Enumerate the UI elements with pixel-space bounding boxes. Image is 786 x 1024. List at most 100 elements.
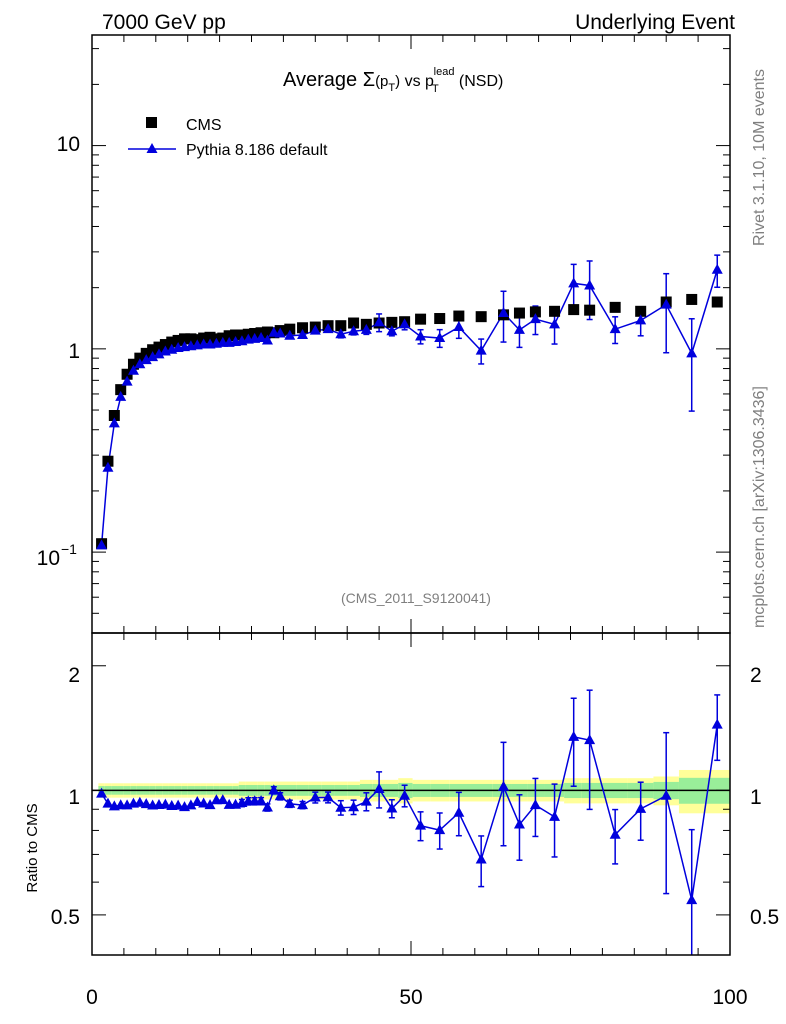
- cms-point: [686, 293, 698, 305]
- pythia-point: [121, 375, 133, 386]
- pythia-point: [134, 358, 146, 369]
- cms-point: [147, 344, 159, 356]
- legend-label-pythia: Pythia 8.186 default: [186, 142, 328, 159]
- ratio-point: [159, 798, 171, 809]
- cms-point: [635, 305, 647, 317]
- pythia-point: [609, 323, 621, 334]
- ratio-point: [386, 802, 398, 813]
- ratio-point: [268, 784, 280, 795]
- pythia-point: [147, 351, 159, 362]
- pythia-point: [108, 417, 120, 428]
- pythia-point: [102, 461, 114, 472]
- cms-point: [172, 334, 184, 346]
- ratio-point: [434, 824, 446, 835]
- title-sigma: Σ: [363, 69, 375, 91]
- ratio-point: [711, 718, 723, 729]
- side-label-bottom: mcplots.cern.ch [arXiv:1306.3436]: [751, 386, 768, 628]
- ratio-point: [529, 799, 541, 810]
- title-pre: Average: [283, 69, 363, 91]
- cms-point: [453, 310, 465, 322]
- pythia-point: [297, 328, 309, 339]
- cms-point: [121, 368, 133, 380]
- cms-point: [475, 311, 487, 323]
- cms-point: [549, 305, 561, 317]
- pythia-line: [100, 269, 718, 546]
- pythia-point: [513, 323, 525, 334]
- header-left: 7000 GeV pp: [102, 11, 226, 34]
- ratio-point: [102, 797, 114, 808]
- main-series-layer: [96, 254, 723, 550]
- pythia-point: [153, 348, 165, 359]
- chart-title: Average Σ(pT) vs pTlead (NSD): [283, 66, 503, 95]
- title-sup-lead: lead: [434, 66, 455, 78]
- ratio-point: [172, 799, 184, 810]
- cms-point: [261, 326, 273, 338]
- ratio-point: [373, 782, 385, 793]
- ratio-point: [415, 819, 427, 830]
- header-right: Underlying Event: [575, 11, 735, 34]
- xtick-label-0: 0: [86, 986, 98, 1009]
- cms-point: [140, 347, 152, 359]
- ratio-point: [335, 801, 347, 812]
- pythia-point: [309, 324, 321, 335]
- cms-point: [513, 307, 525, 319]
- ratio-ytick-2-right: 2: [750, 664, 762, 687]
- ytick-label-0.1: 10: [37, 547, 60, 570]
- pythia-point: [255, 332, 267, 343]
- cms-point: [115, 384, 127, 396]
- axes-layer: [91, 34, 731, 956]
- pythia-point: [399, 318, 411, 329]
- cms-point: [179, 333, 191, 345]
- cms-point: [711, 296, 723, 308]
- pythia-point: [475, 344, 487, 355]
- cms-point: [584, 304, 596, 316]
- pythia-point: [322, 323, 334, 334]
- ratio-point: [191, 796, 203, 807]
- pythia-point: [115, 390, 127, 401]
- side-label-top: Rivet 3.1.10, 10M events: [751, 69, 768, 246]
- cms-point: [159, 339, 171, 351]
- ytick-label-10: 10: [57, 133, 80, 156]
- pythia-point: [274, 327, 286, 338]
- title-nsd: (NSD): [454, 73, 503, 90]
- ratio-point: [274, 790, 286, 801]
- pythia-point: [140, 354, 152, 365]
- pythia-point: [360, 323, 372, 334]
- xtick-label-50: 50: [399, 986, 422, 1009]
- ratio-ytick-1-right: 1: [750, 786, 762, 809]
- ratio-ytick-0.5-left: 0.5: [51, 906, 80, 929]
- ratio-point: [453, 806, 465, 817]
- title-vs: vs: [400, 73, 425, 90]
- cms-point: [568, 304, 580, 316]
- ratio-point: [185, 799, 197, 810]
- pythia-point: [335, 328, 347, 339]
- xtick-label-100: 100: [712, 986, 747, 1009]
- ratio-point: [513, 818, 525, 829]
- ratio-point: [96, 787, 108, 798]
- ratio-point: [255, 795, 267, 806]
- cms-point: [198, 332, 210, 344]
- ratio-point: [309, 791, 321, 802]
- cms-point: [386, 316, 398, 328]
- ratio-ytick-1-left: 1: [68, 786, 80, 809]
- ratio-point: [660, 789, 672, 800]
- pythia-point: [498, 307, 510, 318]
- pythia-point: [711, 263, 723, 274]
- ratio-point: [498, 780, 510, 791]
- cms-point: [415, 313, 427, 325]
- ytick-label-0.1-exp: −1: [61, 541, 77, 557]
- ratio-point: [360, 795, 372, 806]
- cms-point: [335, 320, 347, 332]
- title-sub-t: T: [388, 82, 395, 94]
- ratio-point: [284, 797, 296, 808]
- ratio-point: [217, 794, 229, 805]
- pythia-point: [96, 539, 108, 550]
- ratio-point: [609, 828, 621, 839]
- ratio-point: [475, 853, 487, 864]
- ratio-point: [348, 801, 360, 812]
- ratio-point: [134, 796, 146, 807]
- ratio-point: [140, 798, 152, 809]
- pythia-point: [415, 330, 427, 341]
- legend-marker-cms: [146, 117, 157, 128]
